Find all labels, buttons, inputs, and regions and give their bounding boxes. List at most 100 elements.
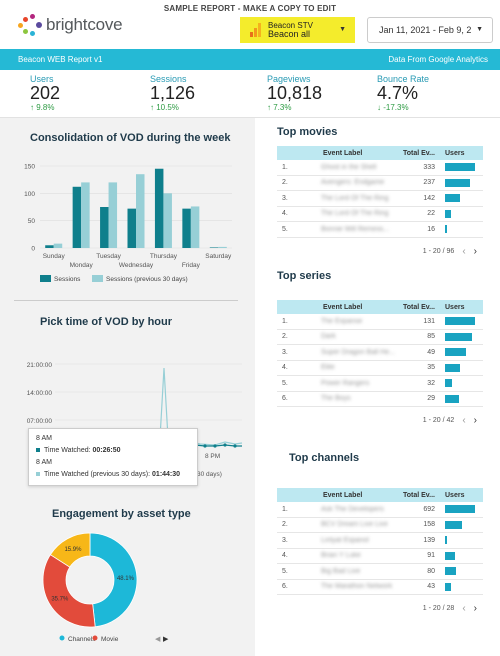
tooltip-value: 01:44:30 — [152, 471, 181, 478]
table-row[interactable]: 5. Big Bad Live 80 — [277, 564, 483, 580]
data-source: Data From Google Analytics — [388, 55, 488, 64]
total-events: 142 — [423, 194, 435, 202]
y-tick-label: 100 — [24, 191, 35, 198]
table-row[interactable]: 5. Bonnie Will Reminis... 16 — [277, 222, 483, 238]
sample-report-banner: SAMPLE REPORT - MAKE A COPY TO EDIT — [163, 4, 337, 13]
users-bar — [445, 536, 447, 545]
table-row[interactable]: 3. The Lord Of The Ring 142 — [277, 191, 483, 207]
row-index: 6. — [282, 395, 288, 403]
x-tick-label: Monday — [70, 262, 94, 269]
table-row[interactable]: 6. The Marathon Network 43 — [277, 580, 483, 595]
users-bar — [445, 194, 460, 203]
bar-previous-monday — [81, 182, 90, 248]
column-header[interactable]: Total Ev... — [402, 149, 435, 157]
table-row[interactable]: 4. Brian Y Luke 91 — [277, 549, 483, 564]
column-header[interactable]: Event Label — [323, 491, 363, 499]
column-header[interactable]: Users — [445, 303, 465, 311]
event-label: BCV Dream Live Live — [321, 521, 388, 529]
table-pagination: 1 - 20 / 42 ‹ › — [423, 415, 477, 426]
top-series-table: Event Label Total Ev... Users 1. The Expanse… — [277, 300, 483, 426]
table-row[interactable]: 6. The Boys 29 — [277, 392, 483, 407]
y-tick-label: 14:00:00 — [27, 390, 53, 397]
top-movies-table: Event Label Total Ev... Users 1. Ghost in th… — [277, 146, 483, 257]
x-tick-label: Wednesday — [119, 262, 154, 269]
data-point — [233, 444, 237, 448]
table-row[interactable]: 2. BCV Dream Live Live 158 — [277, 518, 483, 533]
legend-dot-movie — [92, 635, 98, 641]
metric-change: ↑ 9.8% — [30, 103, 55, 112]
column-header[interactable]: Total Ev... — [402, 491, 435, 499]
row-index: 4. — [282, 552, 288, 560]
date-range-picker[interactable]: Jan 11, 2021 - Feb 9, 2 ▼ — [367, 17, 493, 43]
y-tick-label: 07:00:00 — [27, 418, 53, 425]
event-label: Lintyat Espanol — [321, 536, 369, 544]
column-header[interactable]: Total Ev... — [402, 303, 435, 311]
legend-label-channels: Channels — [68, 636, 96, 643]
table-row[interactable]: 2. Avengers: Endgame 237 — [277, 176, 483, 191]
y-tick-label: 21:00:00 — [27, 362, 53, 369]
vod-week-title: Consolidation of VOD during the week — [30, 132, 231, 144]
total-events: 32 — [427, 379, 435, 387]
total-events: 692 — [423, 505, 435, 513]
total-events: 91 — [427, 552, 435, 560]
event-label: Brian Y Luke — [321, 552, 361, 560]
row-index: 5. — [282, 225, 288, 233]
legend-swatch-previous — [92, 275, 103, 282]
legend-prev-icon[interactable]: ◀ — [155, 636, 161, 643]
column-header[interactable]: Users — [445, 491, 465, 499]
column-header[interactable]: Event Label — [323, 303, 363, 311]
row-index: 2. — [282, 521, 288, 529]
event-label: Bonnie Will Reminis... — [321, 225, 390, 233]
next-page-icon[interactable]: › — [473, 245, 477, 257]
table-row[interactable]: 1. Ghost in the Shell 333 — [277, 160, 483, 176]
bar-previous-thursday — [163, 193, 172, 248]
metric-value: 1,126 — [150, 83, 196, 103]
users-bar — [445, 209, 451, 218]
prev-page-icon[interactable]: ‹ — [462, 415, 466, 426]
right-column — [255, 118, 500, 656]
pie-slice-channels — [89, 532, 138, 628]
prev-page-icon[interactable]: ‹ — [462, 245, 466, 257]
data-point — [203, 444, 207, 448]
pie-slice-other — [49, 532, 91, 568]
row-index: 6. — [282, 583, 288, 591]
legend-next-icon[interactable]: ▶ — [163, 636, 169, 643]
table-row[interactable]: 2. Dark 85 — [277, 330, 483, 345]
x-tick-label: Thursday — [150, 253, 178, 260]
chart-tooltip: 8 AM Time Watched: 00:26:50 8 AM Time Wa… — [28, 428, 198, 486]
table-row[interactable]: 1. The Expanse 131 — [277, 314, 483, 330]
table-row[interactable]: 4. The Lord Of The Ring 22 — [277, 207, 483, 222]
column-header[interactable]: Users — [445, 149, 465, 157]
table-row[interactable]: 1. Ask The Developers 692 — [277, 502, 483, 518]
event-label: Super Dragon Ball He... — [321, 348, 395, 356]
tooltip-swatch — [36, 472, 40, 477]
event-label: Ghost in the Shell — [321, 163, 377, 171]
users-bar — [445, 551, 455, 560]
beacon-selector[interactable]: Beacon STV Beacon all ▼ — [240, 17, 355, 43]
engagement-pie-chart: 48.1% 35.7% 15.9% Channels Movie ◀ ▶ — [42, 532, 169, 643]
users-bar — [445, 225, 447, 234]
legend-label-previous: Sessions (previous 30 days) — [106, 276, 188, 283]
table-header: Event Label Total Ev... Users — [277, 146, 483, 160]
total-events: 80 — [427, 567, 435, 575]
beacon-account: Beacon STV — [268, 21, 313, 30]
row-index: 4. — [282, 364, 288, 372]
table-row[interactable]: 3. Lintyat Espanol 139 — [277, 533, 483, 549]
next-page-icon[interactable]: › — [473, 603, 477, 614]
top-series-title: Top series — [277, 270, 332, 282]
column-header[interactable]: Event Label — [323, 149, 363, 157]
tooltip-time: 8 AM — [36, 459, 52, 466]
pagination-range: 1 - 20 / 28 — [422, 605, 455, 612]
table-row[interactable]: 4. Elite 35 — [277, 361, 483, 376]
bar-previous-friday — [190, 206, 200, 248]
table-row[interactable]: 3. Super Dragon Ball He... 49 — [277, 345, 483, 361]
x-tick-label: Tuesday — [96, 253, 121, 260]
total-events: 43 — [427, 583, 435, 591]
next-page-icon[interactable]: › — [473, 415, 477, 426]
total-events: 29 — [427, 395, 435, 403]
legend-swatch-sessions — [40, 275, 51, 282]
row-index: 1. — [282, 505, 288, 513]
prev-page-icon[interactable]: ‹ — [462, 603, 466, 614]
table-row[interactable]: 5. Power Rangers 32 — [277, 376, 483, 392]
y-tick-label: 150 — [24, 164, 35, 171]
